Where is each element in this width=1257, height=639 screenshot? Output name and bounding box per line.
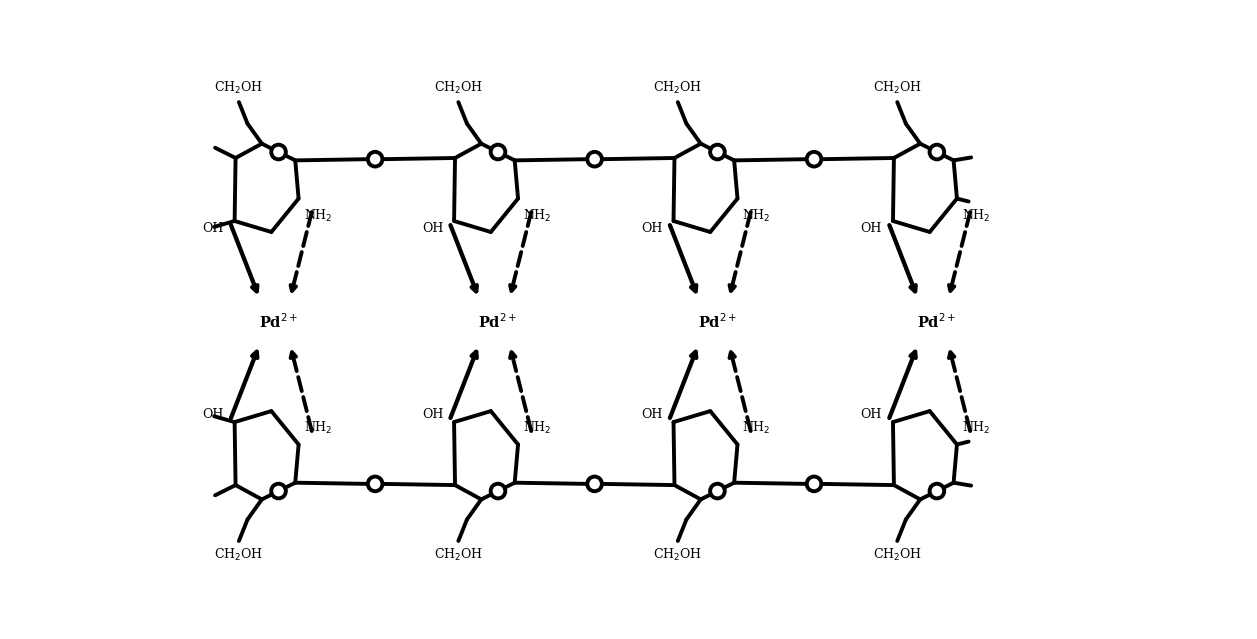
- Text: OH: OH: [422, 408, 444, 421]
- Circle shape: [807, 152, 821, 167]
- Text: NH$_2$: NH$_2$: [303, 420, 332, 436]
- Text: NH$_2$: NH$_2$: [962, 208, 991, 224]
- Text: NH$_2$: NH$_2$: [962, 420, 991, 436]
- Text: OH: OH: [861, 408, 882, 421]
- Text: Pd$^{2+}$: Pd$^{2+}$: [918, 312, 957, 331]
- Circle shape: [272, 484, 285, 498]
- Text: CH$_2$OH: CH$_2$OH: [872, 547, 921, 564]
- Text: NH$_2$: NH$_2$: [523, 208, 552, 224]
- Text: CH$_2$OH: CH$_2$OH: [654, 80, 703, 96]
- Text: CH$_2$OH: CH$_2$OH: [434, 80, 483, 96]
- Circle shape: [587, 477, 602, 491]
- Circle shape: [490, 144, 505, 159]
- Text: NH$_2$: NH$_2$: [523, 420, 552, 436]
- Text: OH: OH: [861, 222, 882, 235]
- Text: OH: OH: [641, 222, 662, 235]
- Text: CH$_2$OH: CH$_2$OH: [872, 80, 921, 96]
- Circle shape: [272, 144, 285, 159]
- Circle shape: [807, 477, 821, 491]
- Text: NH$_2$: NH$_2$: [743, 420, 771, 436]
- Text: OH: OH: [202, 408, 224, 421]
- Text: OH: OH: [422, 222, 444, 235]
- Text: NH$_2$: NH$_2$: [743, 208, 771, 224]
- Text: CH$_2$OH: CH$_2$OH: [654, 547, 703, 564]
- Text: OH: OH: [641, 408, 662, 421]
- Text: CH$_2$OH: CH$_2$OH: [215, 547, 264, 564]
- Text: Pd$^{2+}$: Pd$^{2+}$: [259, 312, 298, 331]
- Circle shape: [490, 484, 505, 498]
- Text: OH: OH: [202, 222, 224, 235]
- Circle shape: [368, 477, 382, 491]
- Circle shape: [930, 484, 944, 498]
- Text: CH$_2$OH: CH$_2$OH: [434, 547, 483, 564]
- Circle shape: [710, 484, 725, 498]
- Text: Pd$^{2+}$: Pd$^{2+}$: [478, 312, 518, 331]
- Text: Pd$^{2+}$: Pd$^{2+}$: [698, 312, 737, 331]
- Text: CH$_2$OH: CH$_2$OH: [215, 80, 264, 96]
- Circle shape: [368, 152, 382, 167]
- Text: NH$_2$: NH$_2$: [303, 208, 332, 224]
- Circle shape: [587, 152, 602, 167]
- Circle shape: [930, 144, 944, 159]
- Circle shape: [710, 144, 725, 159]
